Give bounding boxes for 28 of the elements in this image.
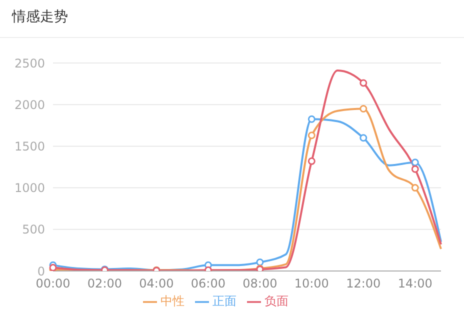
y-tick-label: 2000 [14,98,45,112]
x-tick-label: 02:00 [87,276,122,291]
point [411,165,419,173]
y-tick-label: 1500 [14,139,45,154]
point [308,132,316,140]
legend-label: 正面 [212,294,236,308]
y-tick-label: 2500 [14,56,45,70]
point [360,105,368,113]
x-tick-label: 00:00 [36,276,70,291]
point [360,79,368,87]
point [411,158,419,166]
x-tick-label: 08:00 [242,276,278,291]
x-tick-label: 04:00 [139,276,174,291]
legend-label: 负面 [264,294,288,308]
x-tick-label: 14:00 [398,276,432,291]
point [411,184,419,192]
y-tick-label: 1000 [14,181,45,196]
point [256,258,264,266]
point [308,157,316,165]
point [308,115,316,123]
y-tick-label: 500 [22,222,45,237]
chart-title: 情感走势 [12,8,68,26]
y-tick-label: 0 [37,264,45,278]
x-tick-label: 10:00 [294,276,329,291]
point [360,134,368,142]
x-tick-label: 12:00 [346,276,381,291]
x-tick-label: 06:00 [190,276,226,291]
legend-label: 中性 [160,294,184,308]
